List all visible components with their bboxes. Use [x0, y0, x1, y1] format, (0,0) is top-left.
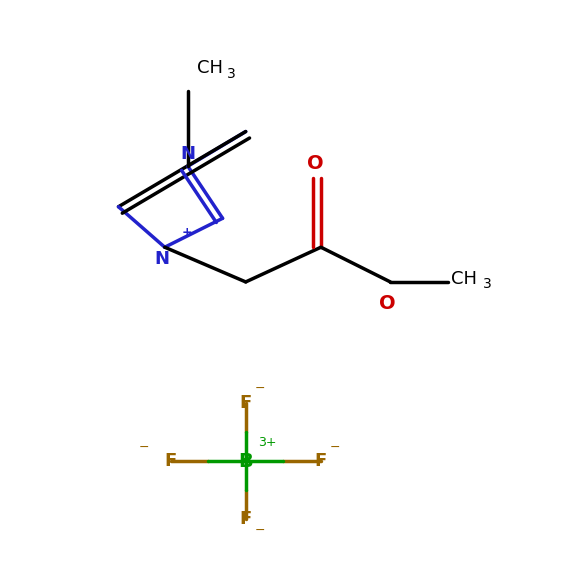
Text: F: F — [239, 394, 252, 413]
Text: N: N — [154, 250, 169, 268]
Text: 3+: 3+ — [259, 436, 277, 448]
Text: O: O — [379, 294, 396, 312]
Text: −: − — [255, 382, 265, 394]
Text: +: + — [182, 225, 193, 238]
Text: 3: 3 — [483, 276, 492, 291]
Text: 3: 3 — [227, 67, 235, 81]
Text: B: B — [238, 452, 253, 471]
Text: N: N — [180, 146, 196, 163]
Text: −: − — [255, 524, 265, 537]
Text: CH: CH — [197, 59, 223, 76]
Text: −: − — [139, 441, 150, 454]
Text: −: − — [329, 441, 340, 454]
Text: F: F — [239, 510, 252, 528]
Text: F: F — [165, 452, 176, 470]
Text: F: F — [315, 452, 327, 470]
Text: CH: CH — [451, 270, 477, 288]
Text: O: O — [307, 154, 324, 173]
